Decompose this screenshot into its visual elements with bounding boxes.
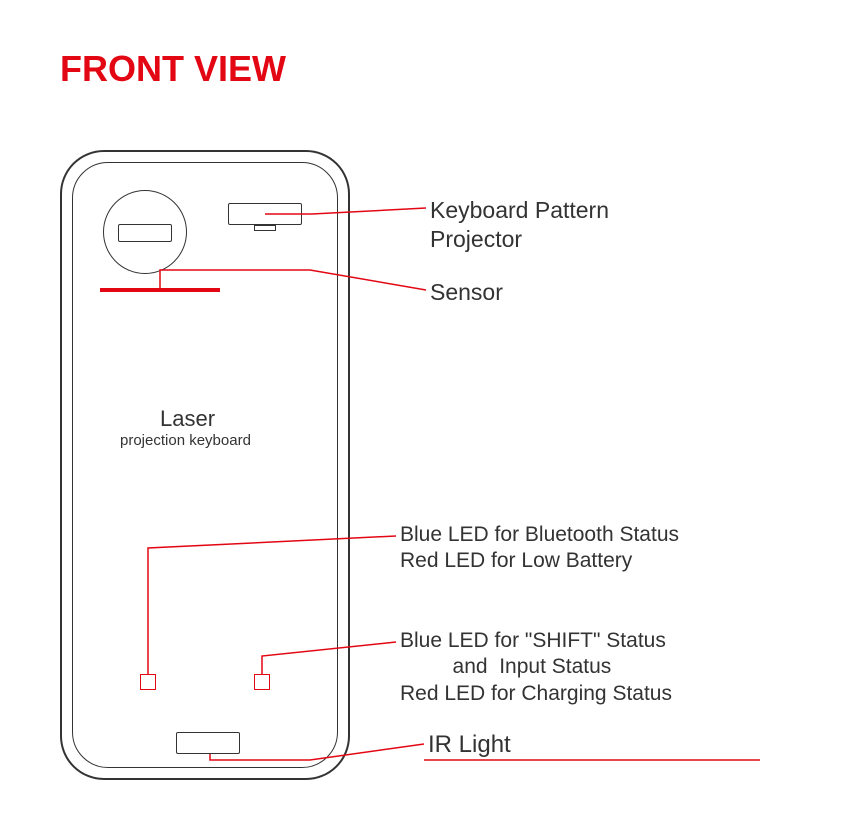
projector-tab bbox=[254, 225, 276, 231]
label-sensor: Sensor bbox=[430, 278, 503, 307]
page-title: FRONT VIEW bbox=[60, 48, 286, 90]
device-label-main: Laser bbox=[160, 406, 215, 432]
label-ir: IR Light bbox=[428, 730, 511, 760]
ir-slot bbox=[176, 732, 240, 754]
projector-slot bbox=[228, 203, 302, 225]
led-left bbox=[140, 674, 156, 690]
led-right bbox=[254, 674, 270, 690]
label-projector: Keyboard PatternProjector bbox=[430, 196, 609, 254]
device-label-sub: projection keyboard bbox=[120, 432, 251, 450]
lens-slot bbox=[118, 224, 172, 242]
label-led1: Blue LED for Bluetooth StatusRed LED for… bbox=[400, 522, 679, 575]
sensor-line bbox=[100, 288, 220, 292]
label-led2: Blue LED for "SHIFT" Status and Input St… bbox=[400, 628, 672, 707]
